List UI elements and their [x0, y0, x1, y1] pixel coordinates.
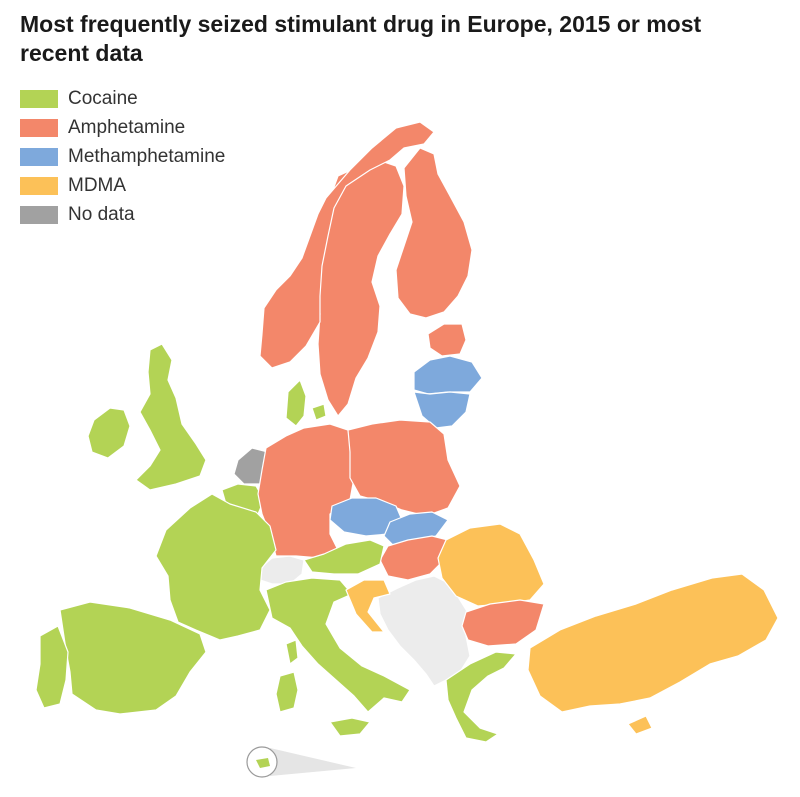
- legend-item-methamphetamine: Methamphetamine: [20, 142, 225, 171]
- country-austria: [303, 539, 385, 575]
- legend-item-no-data: No data: [20, 200, 225, 229]
- country-united-kingdom: [135, 343, 207, 491]
- legend-swatch: [20, 89, 58, 108]
- legend-label: Cocaine: [68, 87, 138, 109]
- island-sicily: [329, 717, 371, 737]
- island-corsica: [285, 639, 299, 665]
- country-croatia: [345, 579, 391, 633]
- island-sardinia: [275, 671, 299, 713]
- legend-swatch: [20, 176, 58, 195]
- country-france: [155, 493, 277, 641]
- country-poland: [347, 419, 461, 517]
- country-finland: [395, 147, 473, 319]
- legend-label: Amphetamine: [68, 116, 186, 138]
- legend-item-amphetamine: Amphetamine: [20, 113, 225, 142]
- country-portugal: [35, 625, 69, 709]
- legend-swatch: [20, 147, 58, 166]
- legend-label: MDMA: [68, 174, 127, 196]
- country-romania: [437, 523, 545, 607]
- country-spain: [59, 601, 207, 715]
- country-germany: [257, 423, 355, 559]
- malta-inset: [246, 746, 356, 778]
- country-ireland: [87, 407, 131, 459]
- country-malta: [256, 758, 270, 768]
- legend-label: Methamphetamine: [68, 145, 226, 167]
- region-western-balkans: [377, 575, 471, 687]
- legend-swatch: [20, 205, 58, 224]
- country-lithuania: [413, 391, 471, 429]
- country-slovakia: [383, 511, 449, 547]
- legend-item-mdma: MDMA: [20, 171, 225, 200]
- country-italy: [265, 577, 411, 713]
- legend-item-cocaine: Cocaine: [20, 84, 225, 113]
- country-bulgaria: [461, 599, 545, 647]
- country-estonia: [427, 323, 467, 357]
- inset-connector: [270, 748, 356, 776]
- legend: Cocaine Amphetamine Methamphetamine MDMA…: [20, 84, 225, 229]
- country-greece: [445, 651, 517, 743]
- country-latvia: [413, 355, 483, 395]
- legend-label: No data: [68, 203, 135, 225]
- map-title: Most frequently seized stimulant drug in…: [20, 11, 702, 66]
- country-turkey: [527, 573, 779, 713]
- country-denmark: [285, 379, 327, 427]
- country-switzerland: [257, 555, 305, 585]
- legend-swatch: [20, 118, 58, 137]
- country-hungary: [379, 535, 449, 581]
- country-cyprus: [627, 715, 653, 735]
- country-norway: [259, 121, 435, 369]
